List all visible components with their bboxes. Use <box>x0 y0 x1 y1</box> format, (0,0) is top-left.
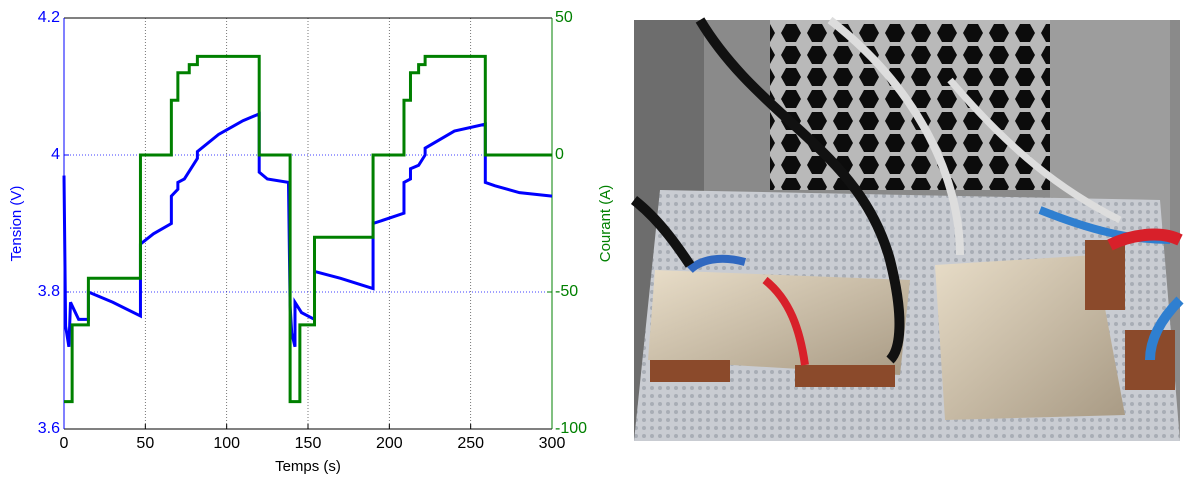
data-line <box>64 54 552 404</box>
x-axis-label: Temps (s) <box>275 458 341 475</box>
y-tick-label: 4 <box>51 146 60 163</box>
data-line <box>62 111 553 348</box>
y-tick-label: 3.6 <box>38 420 60 437</box>
y2-tick-label: -100 <box>555 420 587 437</box>
y-axis-label: Tension (V) <box>8 186 25 262</box>
x-tick-label: 50 <box>136 435 154 452</box>
x-tick-label: 100 <box>213 435 240 452</box>
plot-area <box>64 18 552 429</box>
y-tick-label: 4.2 <box>38 9 60 26</box>
y2-axis-label: Courant (A) <box>597 185 614 263</box>
x-tick-label: 0 <box>60 435 69 452</box>
x-tick-label: 200 <box>376 435 403 452</box>
y2-tick-label: 0 <box>555 146 564 163</box>
photo <box>630 16 1184 441</box>
y2-tick-label: -50 <box>555 283 578 300</box>
x-tick-label: 250 <box>457 435 484 452</box>
x-tick-label: 300 <box>539 435 566 452</box>
x-tick-label: 150 <box>295 435 322 452</box>
y-tick-label: 3.8 <box>38 283 60 300</box>
y2-tick-label: 50 <box>555 9 573 26</box>
